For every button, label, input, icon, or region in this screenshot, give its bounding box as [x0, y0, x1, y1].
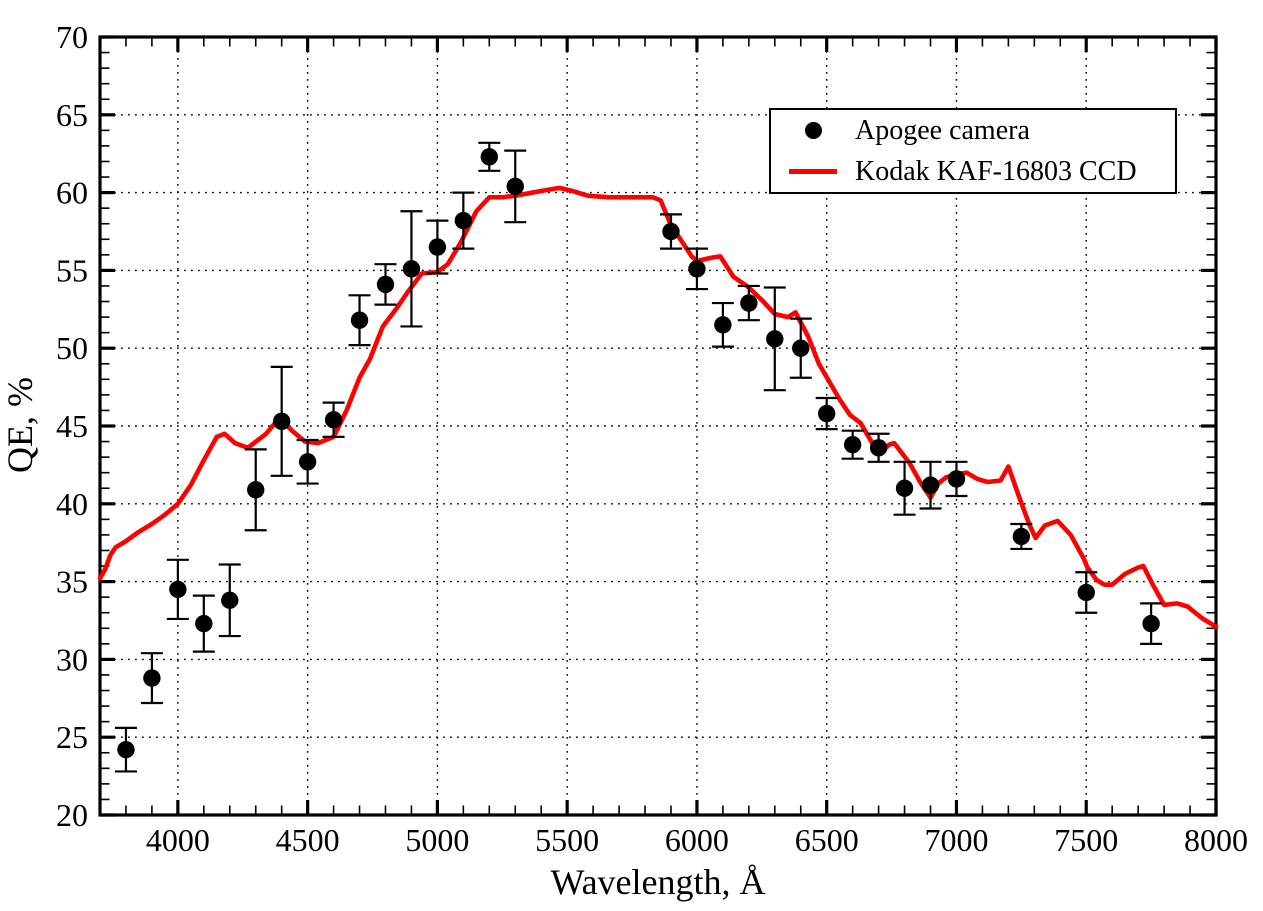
data-point	[947, 470, 966, 488]
legend-label-kodak: Kodak KAF-16803 CCD	[855, 155, 1137, 187]
data-point	[402, 260, 421, 278]
y-tick-label: 25	[56, 719, 88, 755]
data-point	[766, 330, 784, 348]
y-tick-label: 35	[56, 564, 88, 600]
data-point	[480, 148, 499, 166]
line-marker-icon	[771, 169, 855, 174]
x-tick-label: 6000	[665, 822, 729, 858]
kodak-ccd-curve	[97, 185, 1219, 630]
data-point	[688, 260, 706, 278]
data-point	[506, 177, 524, 196]
data-point	[298, 453, 317, 471]
y-tick-label: 50	[56, 330, 88, 366]
x-tick-label: 6500	[795, 822, 859, 858]
y-tick-label: 30	[56, 641, 88, 677]
y-tick-label: 20	[56, 797, 88, 833]
data-point	[1012, 527, 1031, 546]
data-point	[350, 311, 369, 329]
data-point	[272, 412, 291, 431]
y-tick-label: 45	[56, 408, 88, 444]
data-point	[221, 591, 239, 609]
x-tick-label: 5500	[535, 822, 599, 858]
dot-marker-icon	[771, 122, 855, 139]
legend-label-apogee: Apogee camera	[855, 114, 1030, 146]
data-point	[921, 476, 940, 494]
data-point	[869, 439, 888, 457]
data-point	[143, 669, 161, 687]
data-point	[428, 238, 447, 256]
x-tick-label: 5000	[405, 822, 469, 858]
data-point	[895, 479, 914, 497]
x-tick-label: 7500	[1054, 822, 1118, 858]
legend-line-swatch	[789, 169, 837, 174]
y-axis-title: QE, %	[0, 377, 40, 473]
data-point	[169, 580, 187, 599]
data-point	[1142, 614, 1160, 633]
y-tick-label: 65	[56, 97, 88, 133]
y-tick-label: 40	[56, 486, 88, 522]
data-point	[714, 316, 732, 334]
data-point	[1077, 583, 1095, 602]
data-point	[247, 481, 265, 499]
data-point	[662, 222, 680, 241]
data-point	[843, 435, 862, 454]
data-point	[817, 404, 836, 423]
data-point	[740, 294, 758, 312]
plot-frame	[98, 35, 1218, 817]
data-point	[792, 339, 810, 357]
x-tick-label: 8000	[1184, 822, 1248, 858]
legend-entry-apogee: Apogee camera	[771, 110, 1175, 151]
x-tick-label: 7000	[924, 822, 988, 858]
data-point	[376, 275, 395, 294]
y-tick-label: 70	[56, 19, 88, 55]
legend: Apogee camera Kodak KAF-16803 CCD	[769, 108, 1177, 194]
y-tick-label: 60	[56, 175, 88, 211]
data-point	[195, 614, 213, 633]
data-point	[454, 211, 473, 230]
y-tick-label: 55	[56, 252, 88, 288]
data-point	[117, 740, 135, 759]
legend-dot-swatch	[804, 122, 822, 139]
x-axis-title: Wavelength, Å	[550, 862, 765, 902]
legend-entry-kodak: Kodak KAF-16803 CCD	[771, 151, 1175, 192]
x-tick-label: 4500	[276, 822, 340, 858]
data-point	[324, 411, 343, 429]
x-tick-label: 4000	[146, 822, 210, 858]
